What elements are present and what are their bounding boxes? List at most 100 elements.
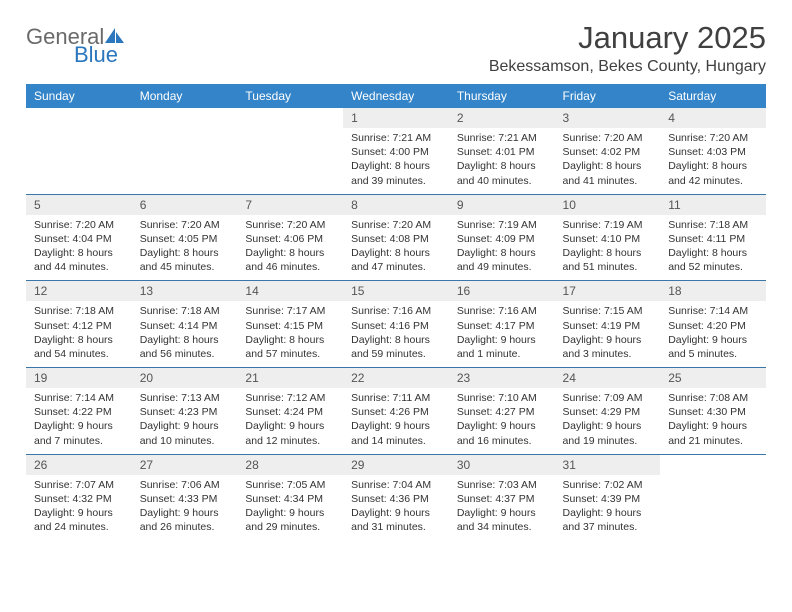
day-body-cell: Sunrise: 7:10 AM Sunset: 4:27 PM Dayligh… xyxy=(449,388,555,454)
day-body-cell: Sunrise: 7:13 AM Sunset: 4:23 PM Dayligh… xyxy=(132,388,238,454)
title-block: January 2025 Bekessamson, Bekes County, … xyxy=(489,20,766,76)
day-detail-text: Sunrise: 7:11 AM Sunset: 4:26 PM Dayligh… xyxy=(351,391,441,448)
day-detail-text: Sunrise: 7:14 AM Sunset: 4:20 PM Dayligh… xyxy=(668,304,758,361)
day-number-cell: 10 xyxy=(555,194,661,215)
day-number-cell: 19 xyxy=(26,368,132,389)
day-detail-text: Sunrise: 7:18 AM Sunset: 4:14 PM Dayligh… xyxy=(140,304,230,361)
day-body-cell: Sunrise: 7:20 AM Sunset: 4:03 PM Dayligh… xyxy=(660,128,766,194)
day-body-cell: Sunrise: 7:03 AM Sunset: 4:37 PM Dayligh… xyxy=(449,475,555,541)
day-body-cell: Sunrise: 7:17 AM Sunset: 4:15 PM Dayligh… xyxy=(237,301,343,367)
day-detail-text: Sunrise: 7:21 AM Sunset: 4:00 PM Dayligh… xyxy=(351,131,441,188)
day-number-row: 567891011 xyxy=(26,194,766,215)
day-number-cell: 20 xyxy=(132,368,238,389)
day-number-cell: 6 xyxy=(132,194,238,215)
page-header: GeneralBlue January 2025 Bekessamson, Be… xyxy=(26,20,766,76)
weekday-header-row: Sunday Monday Tuesday Wednesday Thursday… xyxy=(26,84,766,108)
day-number-cell xyxy=(26,108,132,128)
day-body-cell: Sunrise: 7:05 AM Sunset: 4:34 PM Dayligh… xyxy=(237,475,343,541)
calendar-body: 1234Sunrise: 7:21 AM Sunset: 4:00 PM Day… xyxy=(26,108,766,540)
day-body-cell: Sunrise: 7:18 AM Sunset: 4:14 PM Dayligh… xyxy=(132,301,238,367)
day-body-row: Sunrise: 7:14 AM Sunset: 4:22 PM Dayligh… xyxy=(26,388,766,454)
day-detail-text: Sunrise: 7:20 AM Sunset: 4:04 PM Dayligh… xyxy=(34,218,124,275)
day-body-cell: Sunrise: 7:19 AM Sunset: 4:09 PM Dayligh… xyxy=(449,215,555,281)
day-number-cell: 26 xyxy=(26,454,132,475)
day-detail-text: Sunrise: 7:05 AM Sunset: 4:34 PM Dayligh… xyxy=(245,478,335,535)
day-number-cell: 8 xyxy=(343,194,449,215)
day-number-cell: 4 xyxy=(660,108,766,128)
day-body-cell: Sunrise: 7:16 AM Sunset: 4:17 PM Dayligh… xyxy=(449,301,555,367)
day-body-cell: Sunrise: 7:14 AM Sunset: 4:22 PM Dayligh… xyxy=(26,388,132,454)
calendar-page: GeneralBlue January 2025 Bekessamson, Be… xyxy=(0,0,792,560)
day-detail-text: Sunrise: 7:17 AM Sunset: 4:15 PM Dayligh… xyxy=(245,304,335,361)
day-number-cell xyxy=(660,454,766,475)
day-body-cell: Sunrise: 7:08 AM Sunset: 4:30 PM Dayligh… xyxy=(660,388,766,454)
calendar-table: Sunday Monday Tuesday Wednesday Thursday… xyxy=(26,84,766,540)
day-detail-text: Sunrise: 7:09 AM Sunset: 4:29 PM Dayligh… xyxy=(563,391,653,448)
weekday-header: Friday xyxy=(555,84,661,108)
day-detail-text: Sunrise: 7:08 AM Sunset: 4:30 PM Dayligh… xyxy=(668,391,758,448)
logo-text-blue: Blue xyxy=(74,44,125,66)
day-number-cell: 18 xyxy=(660,281,766,302)
day-number-cell: 24 xyxy=(555,368,661,389)
weekday-header: Thursday xyxy=(449,84,555,108)
weekday-header: Tuesday xyxy=(237,84,343,108)
day-body-cell: Sunrise: 7:06 AM Sunset: 4:33 PM Dayligh… xyxy=(132,475,238,541)
day-detail-text: Sunrise: 7:03 AM Sunset: 4:37 PM Dayligh… xyxy=(457,478,547,535)
weekday-header: Wednesday xyxy=(343,84,449,108)
day-body-cell: Sunrise: 7:14 AM Sunset: 4:20 PM Dayligh… xyxy=(660,301,766,367)
day-body-cell: Sunrise: 7:15 AM Sunset: 4:19 PM Dayligh… xyxy=(555,301,661,367)
day-number-cell: 28 xyxy=(237,454,343,475)
day-number-cell: 2 xyxy=(449,108,555,128)
day-number-cell: 30 xyxy=(449,454,555,475)
day-number-cell: 3 xyxy=(555,108,661,128)
day-detail-text: Sunrise: 7:16 AM Sunset: 4:17 PM Dayligh… xyxy=(457,304,547,361)
day-detail-text: Sunrise: 7:15 AM Sunset: 4:19 PM Dayligh… xyxy=(563,304,653,361)
day-body-cell: Sunrise: 7:20 AM Sunset: 4:02 PM Dayligh… xyxy=(555,128,661,194)
day-number-row: 19202122232425 xyxy=(26,368,766,389)
day-body-cell xyxy=(132,128,238,194)
day-body-cell xyxy=(660,475,766,541)
day-body-row: Sunrise: 7:20 AM Sunset: 4:04 PM Dayligh… xyxy=(26,215,766,281)
day-detail-text: Sunrise: 7:20 AM Sunset: 4:02 PM Dayligh… xyxy=(563,131,653,188)
day-number-cell: 15 xyxy=(343,281,449,302)
day-body-cell: Sunrise: 7:20 AM Sunset: 4:06 PM Dayligh… xyxy=(237,215,343,281)
day-detail-text: Sunrise: 7:19 AM Sunset: 4:09 PM Dayligh… xyxy=(457,218,547,275)
day-body-cell: Sunrise: 7:12 AM Sunset: 4:24 PM Dayligh… xyxy=(237,388,343,454)
day-body-row: Sunrise: 7:18 AM Sunset: 4:12 PM Dayligh… xyxy=(26,301,766,367)
day-body-cell: Sunrise: 7:09 AM Sunset: 4:29 PM Dayligh… xyxy=(555,388,661,454)
day-detail-text: Sunrise: 7:18 AM Sunset: 4:12 PM Dayligh… xyxy=(34,304,124,361)
day-body-cell xyxy=(26,128,132,194)
day-number-cell: 31 xyxy=(555,454,661,475)
day-number-cell: 12 xyxy=(26,281,132,302)
day-detail-text: Sunrise: 7:02 AM Sunset: 4:39 PM Dayligh… xyxy=(563,478,653,535)
weekday-header: Monday xyxy=(132,84,238,108)
day-detail-text: Sunrise: 7:13 AM Sunset: 4:23 PM Dayligh… xyxy=(140,391,230,448)
day-number-cell: 11 xyxy=(660,194,766,215)
day-number-cell: 7 xyxy=(237,194,343,215)
day-body-cell: Sunrise: 7:02 AM Sunset: 4:39 PM Dayligh… xyxy=(555,475,661,541)
day-number-cell: 13 xyxy=(132,281,238,302)
day-number-cell: 16 xyxy=(449,281,555,302)
day-number-cell xyxy=(132,108,238,128)
day-detail-text: Sunrise: 7:04 AM Sunset: 4:36 PM Dayligh… xyxy=(351,478,441,535)
day-body-cell: Sunrise: 7:07 AM Sunset: 4:32 PM Dayligh… xyxy=(26,475,132,541)
day-detail-text: Sunrise: 7:06 AM Sunset: 4:33 PM Dayligh… xyxy=(140,478,230,535)
day-body-cell: Sunrise: 7:16 AM Sunset: 4:16 PM Dayligh… xyxy=(343,301,449,367)
day-detail-text: Sunrise: 7:20 AM Sunset: 4:08 PM Dayligh… xyxy=(351,218,441,275)
day-body-cell: Sunrise: 7:21 AM Sunset: 4:01 PM Dayligh… xyxy=(449,128,555,194)
day-body-cell: Sunrise: 7:18 AM Sunset: 4:11 PM Dayligh… xyxy=(660,215,766,281)
day-number-cell: 14 xyxy=(237,281,343,302)
day-body-cell: Sunrise: 7:19 AM Sunset: 4:10 PM Dayligh… xyxy=(555,215,661,281)
day-body-cell: Sunrise: 7:20 AM Sunset: 4:08 PM Dayligh… xyxy=(343,215,449,281)
day-number-cell: 1 xyxy=(343,108,449,128)
day-detail-text: Sunrise: 7:12 AM Sunset: 4:24 PM Dayligh… xyxy=(245,391,335,448)
day-number-row: 262728293031 xyxy=(26,454,766,475)
day-body-cell: Sunrise: 7:20 AM Sunset: 4:04 PM Dayligh… xyxy=(26,215,132,281)
day-detail-text: Sunrise: 7:10 AM Sunset: 4:27 PM Dayligh… xyxy=(457,391,547,448)
day-number-cell: 25 xyxy=(660,368,766,389)
day-number-cell: 9 xyxy=(449,194,555,215)
day-detail-text: Sunrise: 7:20 AM Sunset: 4:03 PM Dayligh… xyxy=(668,131,758,188)
day-body-cell: Sunrise: 7:11 AM Sunset: 4:26 PM Dayligh… xyxy=(343,388,449,454)
weekday-header: Saturday xyxy=(660,84,766,108)
day-body-cell: Sunrise: 7:20 AM Sunset: 4:05 PM Dayligh… xyxy=(132,215,238,281)
